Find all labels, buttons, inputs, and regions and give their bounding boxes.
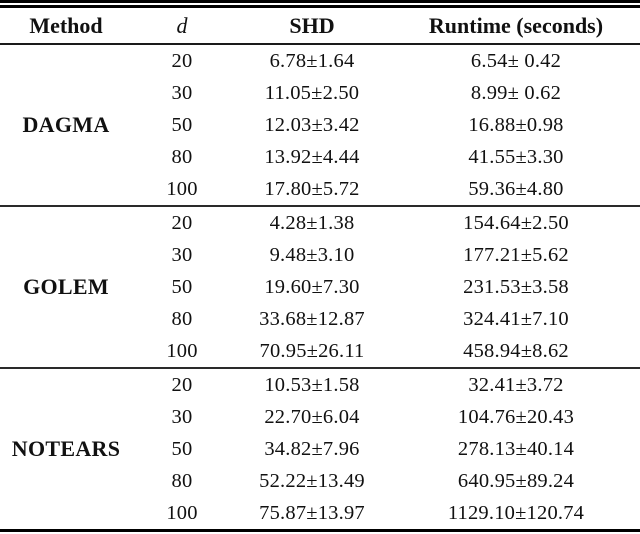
d-cell: 100 [166,177,198,200]
table-row: 80 52.22±13.49 640.95±89.24 [0,465,640,497]
d-cell: 30 [171,81,193,104]
method-cell: NOTEARS [11,436,121,461]
d-cell: 20 [171,211,193,234]
shd-cell: 12.03±3.42 [264,113,360,136]
table-row: 80 33.68±12.87 324.41±7.10 [0,303,640,335]
d-cell: 20 [171,373,193,396]
table-row: 50 19.60±7.30 231.53±3.58 [0,271,640,303]
runtime-cell: 640.95±89.24 [457,469,575,492]
table-row: 100 70.95±26.11 458.94±8.62 [0,335,640,368]
runtime-cell: 177.21±5.62 [463,243,569,266]
shd-cell: 70.95±26.11 [259,339,365,362]
runtime-cell: 16.88±0.98 [468,113,564,136]
column-header-shd: SHD [232,4,392,45]
table-row: 100 75.87±13.97 1129.10±120.74 [0,497,640,531]
column-header-method: Method [0,4,132,45]
method-group-notears: NOTEARS 20 10.53±1.58 32.41±3.72 30 22.7… [0,368,640,531]
shd-cell: 22.70±6.04 [264,405,360,428]
shd-cell: 11.05±2.50 [264,81,360,104]
method-cell: DAGMA [22,112,110,137]
runtime-cell: 104.76±20.43 [457,405,575,428]
table-row: 50 12.03±3.42 16.88±0.98 [0,109,640,141]
table-row: GOLEM 20 4.28±1.38 154.64±2.50 [0,206,640,300]
table-row: 50 34.82±7.96 278.13±40.14 [0,433,640,465]
d-cell: 80 [171,307,193,330]
runtime-cell: 59.36±4.80 [468,177,564,200]
shd-cell: 6.78±1.64 [269,49,355,72]
runtime-cell: 41.55±3.30 [468,145,564,168]
runtime-cell: 458.94±8.62 [463,339,569,362]
d-cell: 20 [171,49,193,72]
runtime-cell: 278.13±40.14 [457,437,575,460]
d-cell: 30 [171,405,193,428]
d-cell: 30 [171,243,193,266]
table-row: 30 9.48±3.10 177.21±5.62 [0,239,640,271]
shd-cell: 34.82±7.96 [264,437,360,460]
d-cell: 50 [171,275,193,298]
shd-cell: 13.92±4.44 [264,145,360,168]
table-row: 30 22.70±6.04 104.76±20.43 [0,401,640,433]
table-header-row: Method d SHD Runtime (seconds) [0,4,640,45]
shd-cell: 4.28±1.38 [269,211,355,234]
runtime-cell: 32.41±3.72 [468,373,564,396]
shd-cell: 9.48±3.10 [269,243,355,266]
table-row: NOTEARS 20 10.53±1.58 32.41±3.72 [0,368,640,462]
table-row: 30 11.05±2.50 8.99± 0.62 [0,77,640,109]
table-row: DAGMA 20 6.78±1.64 6.54± 0.42 [0,44,640,138]
d-cell: 80 [171,469,193,492]
table-row: 80 13.92±4.44 41.55±3.30 [0,141,640,173]
runtime-cell: 231.53±3.58 [463,275,569,298]
table-row: 100 17.80±5.72 59.36±4.80 [0,173,640,206]
method-group-golem: GOLEM 20 4.28±1.38 154.64±2.50 30 9.48±3… [0,206,640,368]
method-group-dagma: DAGMA 20 6.78±1.64 6.54± 0.42 30 11.05±2… [0,44,640,206]
shd-cell: 17.80±5.72 [264,177,360,200]
d-cell: 80 [171,145,193,168]
runtime-cell: 1129.10±120.74 [447,501,585,524]
d-cell: 100 [166,501,198,524]
d-cell: 50 [171,437,193,460]
column-header-d: d [132,4,232,45]
d-cell: 100 [166,339,198,362]
column-header-runtime: Runtime (seconds) [392,4,640,45]
runtime-cell: 8.99± 0.62 [470,81,562,104]
runtime-cell: 324.41±7.10 [463,307,569,330]
shd-cell: 33.68±12.87 [259,307,365,330]
shd-cell: 19.60±7.30 [264,275,360,298]
shd-cell: 52.22±13.49 [259,469,365,492]
method-cell: GOLEM [23,274,109,299]
d-cell: 50 [171,113,193,136]
runtime-cell: 6.54± 0.42 [470,49,562,72]
shd-cell: 75.87±13.97 [259,501,365,524]
runtime-cell: 154.64±2.50 [463,211,569,234]
shd-cell: 10.53±1.58 [264,373,360,396]
